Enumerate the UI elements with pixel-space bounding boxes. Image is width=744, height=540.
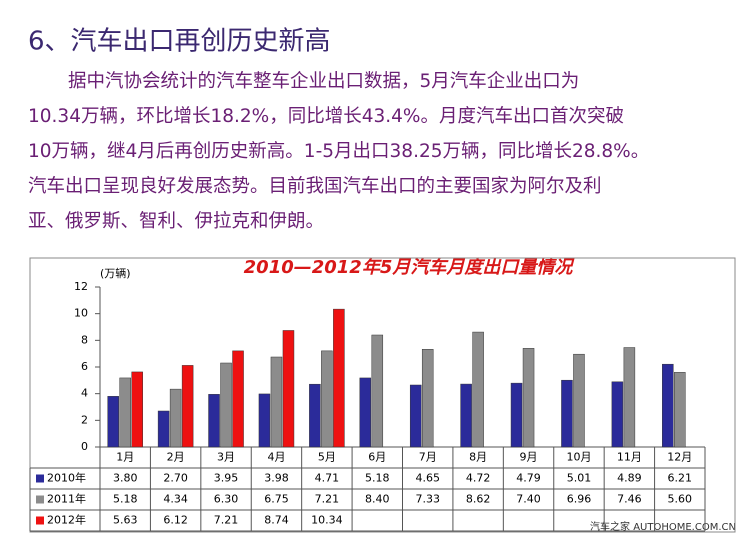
paragraph-line: 10万辆，继4月后再创历史新高。1-5月出口38.25万辆，同比增长28.8%。: [28, 141, 649, 162]
table-cell: 4.71: [315, 472, 340, 485]
table-cell: 7.40: [516, 493, 541, 506]
legend-swatch: [36, 495, 44, 504]
x-tick-label: 4月: [267, 451, 285, 464]
table-cell: 2.70: [163, 472, 188, 485]
table-cell: 4.65: [415, 472, 440, 485]
bar: [258, 393, 271, 448]
bar: [472, 331, 484, 448]
legend-swatch: [36, 516, 44, 525]
y-tick-label: 8: [81, 333, 88, 346]
table-cell: 6.30: [214, 493, 239, 506]
bar: [510, 382, 523, 448]
bar: [208, 394, 220, 448]
table-cell: 10.34: [311, 514, 343, 527]
y-tick-label: 4: [81, 387, 88, 400]
table-cell: 8.40: [365, 493, 390, 506]
bar: [359, 377, 372, 448]
paragraph-line: 汽车出口呈现良好发展态势。目前我国汽车出口的主要国家为阿尔及利: [28, 176, 602, 197]
y-axis-label: (万辆): [100, 266, 131, 280]
table-cell: 6.75: [264, 493, 289, 506]
table-cell: 4.72: [466, 472, 491, 485]
x-tick-label: 11月: [617, 451, 642, 464]
table-cell: 8.62: [466, 493, 491, 506]
table-cell: 7.21: [214, 514, 239, 527]
bar: [409, 384, 422, 448]
paragraph-line: 亚、俄罗斯、智利、伊拉克和伊朗。: [28, 211, 324, 232]
bar: [107, 396, 119, 448]
x-tick-label: 6月: [368, 451, 386, 464]
table-cell: 3.80: [113, 472, 138, 485]
paragraph-line: 10.34万辆，环比增长18.2%，同比增长43.4%。月度汽车出口首次突破: [28, 106, 624, 127]
legend-label: 2010年: [47, 471, 86, 485]
y-tick-label: 12: [74, 280, 88, 293]
table-cell: 4.89: [617, 472, 642, 485]
legend-label: 2012年: [47, 513, 86, 527]
heading: 6、汽车出口再创历史新高: [28, 27, 331, 57]
bar: [181, 365, 194, 448]
chart-title: 2010—2012年5月汽车月度出口量情况: [244, 257, 576, 278]
table-cell: 4.34: [163, 493, 188, 506]
table-cell: 5.18: [113, 493, 138, 506]
bar: [421, 349, 434, 448]
bar: [371, 334, 384, 448]
x-tick-label: 9月: [520, 451, 538, 464]
bar: [623, 347, 636, 448]
x-tick-label: 3月: [217, 451, 235, 464]
bar: [157, 410, 170, 448]
legend-label: 2011年: [47, 492, 86, 506]
x-tick-label: 1月: [116, 451, 134, 464]
table-cell: 5.01: [567, 472, 592, 485]
bar: [460, 383, 472, 448]
table-cell: 6.12: [163, 514, 188, 527]
bar: [561, 379, 573, 448]
legend-swatch: [36, 474, 44, 483]
bar: [270, 356, 283, 448]
table-cell: 3.98: [264, 472, 289, 485]
bar: [662, 363, 674, 448]
paragraph-line: 据中汽协会统计的汽车整车企业出口数据，5月汽车企业出口为: [68, 71, 579, 92]
x-tick-label: 7月: [419, 451, 437, 464]
bar: [611, 381, 624, 448]
bar: [232, 350, 244, 448]
x-tick-label: 8月: [469, 451, 487, 464]
y-tick-label: 6: [81, 360, 88, 373]
x-tick-label: 2月: [167, 451, 185, 464]
table-cell: 5.63: [113, 514, 138, 527]
table-cell: 7.33: [415, 493, 440, 506]
bar: [522, 348, 535, 448]
y-tick-label: 10: [74, 307, 88, 320]
table-cell: 6.96: [567, 493, 592, 506]
bar: [573, 353, 585, 448]
table-cell: 4.79: [516, 472, 541, 485]
chart-frame: [29, 257, 736, 533]
table-cell: 3.95: [214, 472, 239, 485]
table-cell: 7.46: [617, 493, 642, 506]
bar: [220, 362, 232, 448]
table-cell: 5.60: [668, 493, 693, 506]
table-cell: 7.21: [315, 493, 340, 506]
watermark: 汽车之家 AUTOHOME.COM.CN: [590, 520, 736, 533]
x-tick-label: 5月: [318, 451, 336, 464]
bar: [309, 383, 321, 448]
bar: [169, 388, 182, 448]
table-cell: 8.74: [264, 514, 289, 527]
bar: [333, 308, 345, 448]
x-tick-label: 12月: [667, 451, 692, 464]
table-cell: 5.18: [365, 472, 390, 485]
bar: [674, 372, 686, 448]
bar: [119, 377, 131, 448]
y-tick-label: 0: [81, 440, 88, 453]
bar: [131, 371, 143, 448]
bar: [282, 330, 295, 448]
x-tick-label: 10月: [566, 451, 591, 464]
y-tick-label: 2: [81, 413, 88, 426]
table-cell: 6.21: [668, 472, 693, 485]
bar: [321, 350, 333, 448]
